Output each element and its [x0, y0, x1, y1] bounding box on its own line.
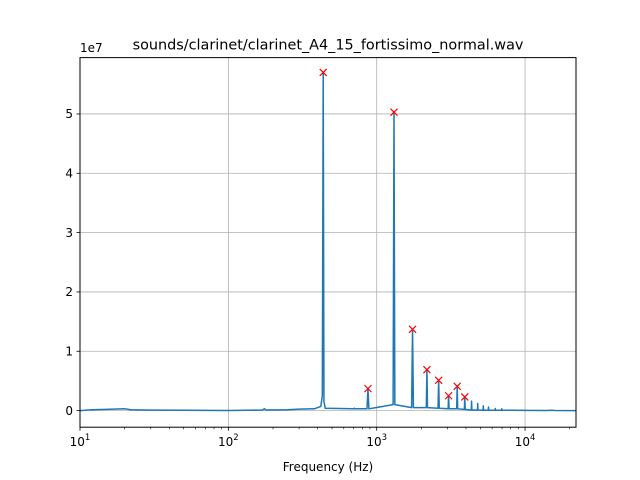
peak-marker-stroke — [422, 365, 431, 374]
peak-marker-stroke — [390, 108, 398, 117]
peak-marker-stroke — [453, 382, 462, 391]
y-tick-label: 0 — [65, 404, 73, 418]
peak-marker-stroke — [444, 391, 453, 400]
peak-marker — [408, 325, 417, 334]
plot-frame — [79, 57, 577, 428]
x-tick-label: 104 — [515, 433, 536, 449]
y-tick-label: 1 — [65, 344, 73, 358]
peak-marker-stroke — [460, 393, 469, 401]
spectrum-line — [79, 71, 577, 412]
peak-marker — [364, 384, 372, 393]
peak-marker — [319, 68, 328, 77]
peak-marker — [453, 382, 462, 391]
y-tick-label: 5 — [65, 107, 73, 121]
peak-marker — [460, 393, 469, 401]
peak-marker-stroke — [364, 384, 372, 393]
y-tick-label: 2 — [65, 285, 73, 299]
peak-marker — [390, 108, 398, 117]
peak-marker — [434, 376, 443, 385]
y-tick-label: 3 — [65, 226, 73, 240]
peak-marker-stroke — [434, 376, 443, 385]
y-tick-label: 4 — [65, 166, 73, 180]
peak-marker-stroke — [319, 68, 328, 77]
peak-marker — [422, 365, 431, 374]
x-axis-label: Frequency (Hz) — [283, 460, 374, 474]
x-tick-label: 102 — [218, 433, 239, 449]
peak-marker-stroke — [408, 325, 417, 334]
x-tick-label: 101 — [70, 433, 91, 449]
x-tick-label: 103 — [366, 433, 387, 449]
y-offset-label: 1e7 — [80, 41, 103, 55]
tick-layer: 101 102 103 104 0 1 2 3 4 5 — [65, 107, 571, 449]
chart-title: sounds/clarinet/clarinet_A4_15_fortissim… — [133, 38, 524, 54]
data-layer — [79, 68, 577, 412]
peak-marker — [444, 391, 453, 400]
